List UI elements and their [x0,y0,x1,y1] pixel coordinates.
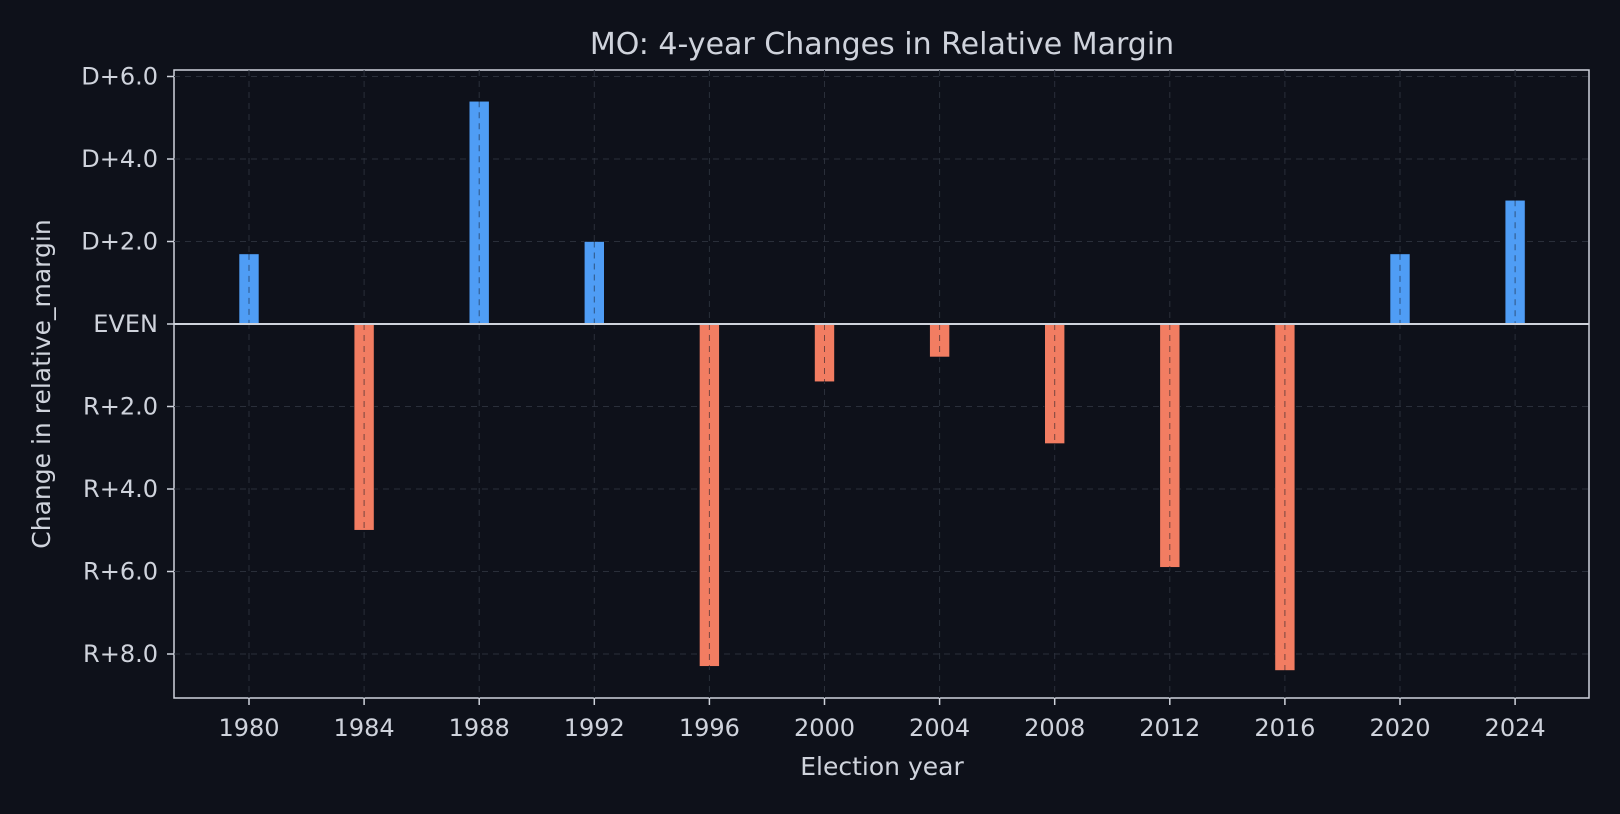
y-tick-label: R+2.0 [83,393,158,421]
bar-2016 [1274,323,1296,671]
x-tick-label: 1996 [679,714,740,742]
bars [238,100,1526,671]
y-axis-label: Change in relative_margin [27,219,56,548]
x-tick-label: 2000 [794,714,855,742]
y-axis-ticks: D+6.0 D+4.0 D+2.0 EVEN R+2.0 R+4.0 R+6.0 R+8.0 [81,63,174,668]
x-axis-ticks: 1980 1984 1988 1992 1996 2000 2004 2008 2012 2016… [218,698,1546,742]
y-tick-label: D+2.0 [81,228,158,256]
x-tick-label: 2008 [1024,714,1085,742]
x-tick-label: 1988 [449,714,510,742]
y-tick-label: R+8.0 [83,640,158,668]
x-tick-label: 1992 [564,714,625,742]
x-tick-label: 2024 [1485,714,1546,742]
x-tick-label: 2020 [1369,714,1430,742]
x-axis-label: Election year [800,752,964,781]
x-tick-label: 1980 [218,714,279,742]
x-tick-label: 1984 [334,714,395,742]
x-tick-label: 2012 [1139,714,1200,742]
plot-area [173,69,1590,699]
bar-2024 [1504,199,1526,325]
chart-title: MO: 4-year Changes in Relative Margin [590,27,1174,62]
x-tick-label: 2016 [1254,714,1315,742]
y-tick-label: EVEN [93,310,158,338]
y-tick-label: R+4.0 [83,475,158,503]
y-tick-label: D+4.0 [81,145,158,173]
y-tick-label: D+6.0 [81,63,158,91]
y-tick-label: R+6.0 [83,558,158,586]
x-tick-label: 2004 [909,714,970,742]
